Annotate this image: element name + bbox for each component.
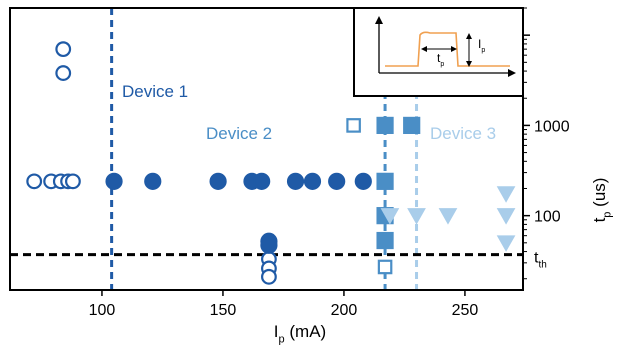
y-tick-label: 100 [534,209,561,226]
inset-height-arrow-bottom [466,61,472,67]
plot-frame [9,7,524,291]
device-2-square-open-point [346,118,361,133]
device-1-circle-open-point [65,173,81,190]
threshold-label: tth [534,250,547,271]
inset-width-arrow-left [421,46,427,52]
device-labels: Device 1 Device 2 Device 3 [122,82,496,143]
inset-height-arrow-top [466,33,472,39]
device-1-circle-filled-point [253,172,271,190]
inset-pulse-trace [385,31,510,67]
device-3-triangle-down-filled-point [380,208,400,225]
device-1-circle-open-point [55,41,72,58]
device-1-circle-filled-point [328,172,346,190]
device-3-triangle-down-filled-point [438,208,458,225]
y-tick-label: 1000 [534,118,570,135]
device-1-circle-filled-point [209,172,227,190]
inset-width-arrow-right [451,46,457,52]
device-1-label: Device 1 [122,82,188,101]
device-1-circle-filled-point [105,172,123,190]
device-1-circle-filled-point [260,236,278,254]
device-2-square-filled-point [376,116,394,135]
device-1-circle-open-point [55,65,72,81]
x-tick-label: 150 [210,302,237,319]
x-tick-label: 200 [331,302,358,319]
device-3-triangle-down-filled-point [496,208,516,225]
x-axis-label: Ip (mA) [274,322,326,345]
data-points [26,41,516,285]
device-1-circle-open-point [26,173,43,190]
device-1-circle-filled-point [144,172,162,190]
device-1-circle-open-point [261,268,277,285]
device-2-square-filled-point [403,116,421,135]
x-tick-label: 250 [452,302,479,319]
device-1-circle-filled-point [354,172,372,190]
device-2-label: Device 2 [206,124,272,143]
device-1-circle-filled-point [303,172,322,190]
device-1-circle-filled-point [286,172,305,190]
device-2-square-filled-point [376,172,394,190]
device-2-square-filled-point [376,231,394,250]
device-3-triangle-down-filled-point [496,186,516,203]
inset-y-arrow [375,16,383,24]
inset-height-label: Ip [478,37,485,54]
x-tick-label: 100 [89,302,116,319]
inset-x-arrow [508,69,516,77]
axes: 100 150 200 250 100 1000 Ip (mA) tp (us) tth [9,7,613,345]
inset-width-label: tp [437,51,444,68]
device-2-square-open-point [377,259,393,275]
device-3-triangle-down-filled-point [496,235,516,252]
reference-lines [10,8,523,290]
device-3-label: Device 3 [430,124,496,143]
inset: tp Ip [353,7,524,97]
device-3-triangle-down-filled-point [407,208,426,225]
y-axis-label: tp (us) [590,178,613,223]
